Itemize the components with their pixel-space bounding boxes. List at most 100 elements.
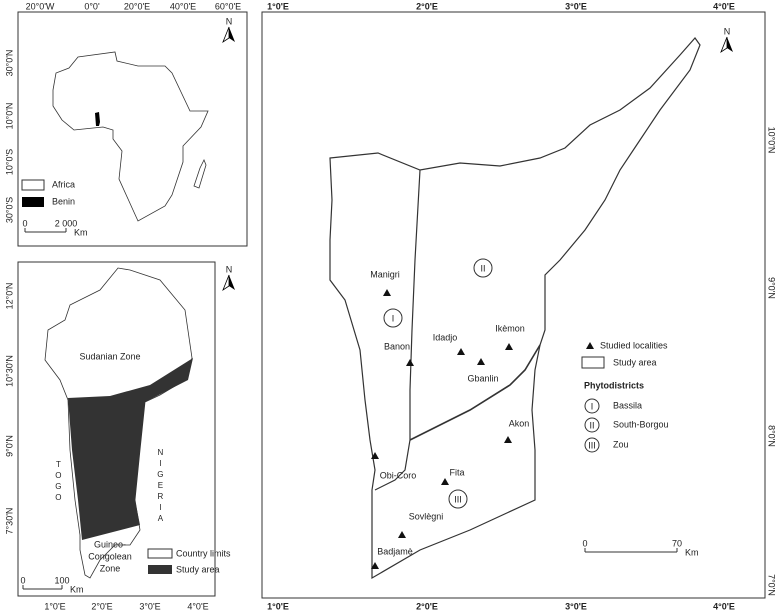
legend-swatch: [581, 356, 605, 369]
scale-label: 0: [582, 538, 587, 548]
lon-label: 1°0'E: [44, 601, 65, 611]
lon-label: 40°0'E: [170, 1, 196, 11]
locality-label: Idadjo: [433, 332, 458, 342]
north-label: N: [226, 264, 233, 274]
lat-label: 9°0'N: [4, 435, 14, 457]
scale-unit: Km: [685, 547, 699, 557]
north-arrow: [222, 26, 230, 44]
locality-label: Obi-Coro: [380, 470, 417, 480]
locality-marker: [383, 289, 391, 296]
legend-label: Study area: [613, 357, 657, 367]
north-label: N: [226, 16, 233, 26]
locality-marker: [477, 358, 485, 365]
legend-heading: Phytodistricts: [584, 380, 644, 390]
lat-label: 10°0'N: [767, 127, 777, 154]
lat-label: 10°0'S: [4, 149, 14, 175]
lat-label: 8°0'N: [767, 425, 777, 447]
legend-circle: [584, 417, 600, 433]
locality-marker: [586, 342, 594, 349]
country-label: NIGERIA: [156, 448, 165, 525]
lat-label: 10°0'N: [4, 103, 14, 130]
district-numeral: II: [480, 263, 485, 273]
lat-label: 30°0'S: [4, 197, 14, 223]
locality-marker: [457, 348, 465, 355]
scale-label: 100: [54, 575, 69, 585]
lon-label: 4°0'E: [713, 601, 735, 611]
scale-label: 0: [20, 575, 25, 585]
legend-label: Africa: [52, 179, 75, 189]
locality-marker: [371, 452, 379, 459]
lon-label: 3°0'E: [139, 601, 160, 611]
zou-boundary: [409, 344, 541, 441]
africa-shape: [52, 51, 209, 222]
scale-label: 2 000: [55, 218, 78, 228]
scale-unit: Km: [74, 227, 88, 237]
zone-label: Sudanian Zone: [79, 351, 140, 361]
lat-label: 30°0'N: [4, 50, 14, 77]
legend-numeral: III: [588, 440, 596, 450]
district-circle: [473, 258, 493, 278]
lon-label: 4°0'E: [187, 601, 208, 611]
locality-marker: [371, 562, 379, 569]
lon-label: 20°0'W: [26, 1, 55, 11]
legend-swatch: [147, 548, 173, 559]
lon-label: 0°0': [84, 1, 100, 11]
north-arrow: [229, 275, 235, 290]
north-arrow: [222, 274, 230, 292]
district-circle: [383, 308, 403, 328]
zone-label: Zone: [100, 563, 121, 573]
locality-marker: [441, 478, 449, 485]
lon-label: 2°0'E: [416, 1, 438, 11]
benin-study-area: [68, 358, 193, 540]
locality-label: Fita: [449, 467, 464, 477]
locality-label: Manigri: [370, 269, 400, 279]
district-numeral: I: [392, 313, 395, 323]
study-area-outline: [329, 37, 701, 580]
locality-label: Banon: [384, 341, 410, 351]
legend-circle: [584, 437, 600, 453]
benin-in-africa: [95, 112, 100, 126]
zone-label: Congolean: [88, 551, 132, 561]
legend-swatch: [148, 565, 172, 574]
bassila-boundary: [374, 169, 421, 491]
legend-numeral: I: [591, 401, 594, 411]
locality-marker: [504, 436, 512, 443]
locality-label: Ikèmon: [495, 323, 525, 333]
lon-label: 2°0'E: [416, 601, 438, 611]
locality-label: Sovlègni: [409, 511, 444, 521]
legend-label: Benin: [52, 196, 75, 206]
legend-label: South-Borgou: [613, 419, 669, 429]
north-arrow: [720, 36, 728, 54]
lon-label: 1°0'E: [267, 601, 289, 611]
locality-label: Badjamè: [377, 546, 413, 556]
district-circle: [448, 489, 468, 509]
lon-label: 4°0'E: [713, 1, 735, 11]
lat-label: 7°30'N: [4, 508, 14, 535]
locality-label: Gbanlin: [467, 373, 498, 383]
lon-label: 3°0'E: [565, 1, 587, 11]
district-numeral: III: [454, 494, 462, 504]
legend-swatch: [21, 179, 45, 191]
lon-label: 3°0'E: [565, 601, 587, 611]
lat-label: 7°0'N: [767, 574, 777, 596]
locality-marker: [398, 531, 406, 538]
legend-label: Studied localities: [600, 340, 668, 350]
locality-label: Akon: [509, 418, 530, 428]
scale-unit: Km: [70, 584, 84, 594]
madagascar: [193, 159, 207, 189]
north-arrow: [229, 27, 235, 42]
lat-label: 10°30'N: [4, 355, 14, 387]
north-label: N: [724, 26, 731, 36]
legend-numeral: II: [589, 420, 594, 430]
legend-circle: [584, 398, 600, 414]
legend-label: Country limits: [176, 548, 231, 558]
locality-marker: [406, 359, 414, 366]
legend-label: Bassila: [613, 400, 642, 410]
locality-marker: [505, 343, 513, 350]
lon-label: 20°0'E: [124, 1, 150, 11]
lon-label: 1°0'E: [267, 1, 289, 11]
lon-label: 60°0'E: [215, 1, 241, 11]
zone-label: Guineo-: [94, 539, 126, 549]
country-label: TOGO: [54, 460, 63, 504]
